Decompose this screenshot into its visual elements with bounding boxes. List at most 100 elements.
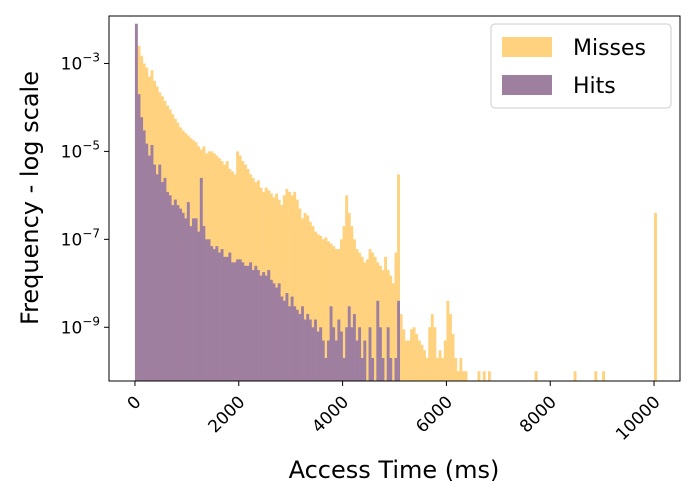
hit-bar (150, 144, 154, 381)
hit-bar (277, 283, 281, 381)
x-tick-label: 0 (124, 392, 146, 414)
hit-bar (225, 256, 229, 381)
y-tick-label: 10−9 (61, 314, 100, 338)
miss-bar (332, 246, 336, 381)
hit-bar (262, 272, 266, 381)
miss-bar (355, 249, 359, 381)
hit-bar (321, 340, 325, 381)
miss-bar (358, 252, 362, 381)
hit-bar (376, 300, 380, 381)
miss-bar (350, 226, 354, 381)
x-tick-label: 6000 (412, 392, 457, 437)
hit-bar (179, 208, 182, 381)
y-axis: 10−9 10−7 10−5 10−3 (61, 50, 109, 338)
hit-bar (368, 327, 372, 381)
miss-bar (404, 340, 408, 381)
hit-bar (298, 314, 302, 381)
miss-bar (446, 300, 450, 381)
miss-bar (436, 358, 439, 381)
hit-bar (329, 306, 333, 381)
miss-bar (340, 239, 343, 381)
hit-bar (327, 340, 330, 381)
y-tick-label: 10−5 (61, 138, 100, 162)
hit-bar (314, 319, 317, 381)
hit-bar (142, 130, 146, 381)
miss-bar (451, 334, 455, 381)
hit-bar (324, 358, 328, 381)
miss-bar (482, 371, 486, 381)
hit-bar (350, 327, 354, 381)
miss-bar (363, 262, 367, 381)
hit-bar (145, 143, 149, 381)
y-tick-label: 10−3 (61, 50, 100, 74)
hit-bar (308, 319, 312, 381)
hit-bar (140, 117, 144, 381)
hit-bar (246, 265, 250, 381)
hit-bar (334, 340, 338, 381)
miss-bar (321, 239, 325, 381)
hit-bar (153, 164, 157, 381)
miss-bar (534, 371, 538, 381)
miss-bar (337, 249, 341, 381)
hit-bar (272, 283, 276, 381)
miss-bar (303, 212, 307, 381)
legend-swatch-hits (502, 75, 552, 95)
x-tick-label: 10000 (612, 392, 664, 444)
miss-bar (464, 371, 468, 381)
hit-bar (197, 231, 201, 381)
legend-swatch-misses (502, 37, 552, 57)
hit-bar (264, 275, 268, 381)
hit-bar (256, 270, 260, 381)
hit-bar (342, 358, 346, 381)
hit-bar (352, 314, 356, 381)
hit-bar (345, 327, 349, 381)
x-axis: 0 2000 4000 6000 8000 10000 (124, 381, 665, 445)
miss-bar (306, 215, 310, 381)
hit-bar (360, 358, 364, 381)
miss-bar (285, 188, 289, 381)
legend-label-hits: Hits (573, 74, 616, 99)
miss-bar (477, 371, 481, 381)
miss-bar (394, 252, 398, 381)
hit-bar (243, 265, 247, 381)
hit-bar (275, 287, 279, 381)
hit-bar (303, 319, 307, 381)
miss-bar (314, 231, 317, 381)
miss-bar (293, 191, 297, 381)
hit-bar (290, 296, 294, 381)
miss-bar (327, 241, 330, 381)
miss-bar (342, 226, 346, 381)
miss-bar (352, 239, 356, 381)
miss-bar (319, 235, 323, 381)
miss-bar (487, 371, 491, 381)
miss-bar (347, 212, 351, 381)
hit-bar (230, 262, 234, 381)
hit-bar (184, 218, 188, 381)
miss-bar (402, 329, 406, 381)
hit-bar (295, 309, 299, 381)
hit-bar (134, 23, 138, 381)
hits-bars (134, 23, 400, 381)
miss-bar (438, 350, 442, 381)
miss-bar (290, 195, 294, 381)
hit-bar (212, 249, 216, 381)
hit-bar (228, 252, 232, 381)
miss-bar (459, 358, 463, 381)
hit-bar (306, 314, 310, 381)
miss-bar (461, 371, 465, 381)
hit-bar (311, 327, 315, 381)
miss-bar (275, 193, 279, 381)
hit-bar (194, 218, 198, 381)
hit-bar (285, 293, 289, 381)
hit-bar (215, 246, 219, 381)
miss-bar (386, 270, 390, 381)
legend-label-misses: Misses (573, 36, 646, 61)
miss-bar (425, 358, 429, 381)
miss-bar (423, 350, 426, 381)
hit-bar (337, 319, 341, 381)
hit-bar (340, 331, 343, 381)
y-tick-label: 10−7 (61, 226, 100, 250)
miss-bar (412, 327, 416, 381)
hit-bar (202, 226, 206, 381)
hit-bar (347, 306, 351, 381)
